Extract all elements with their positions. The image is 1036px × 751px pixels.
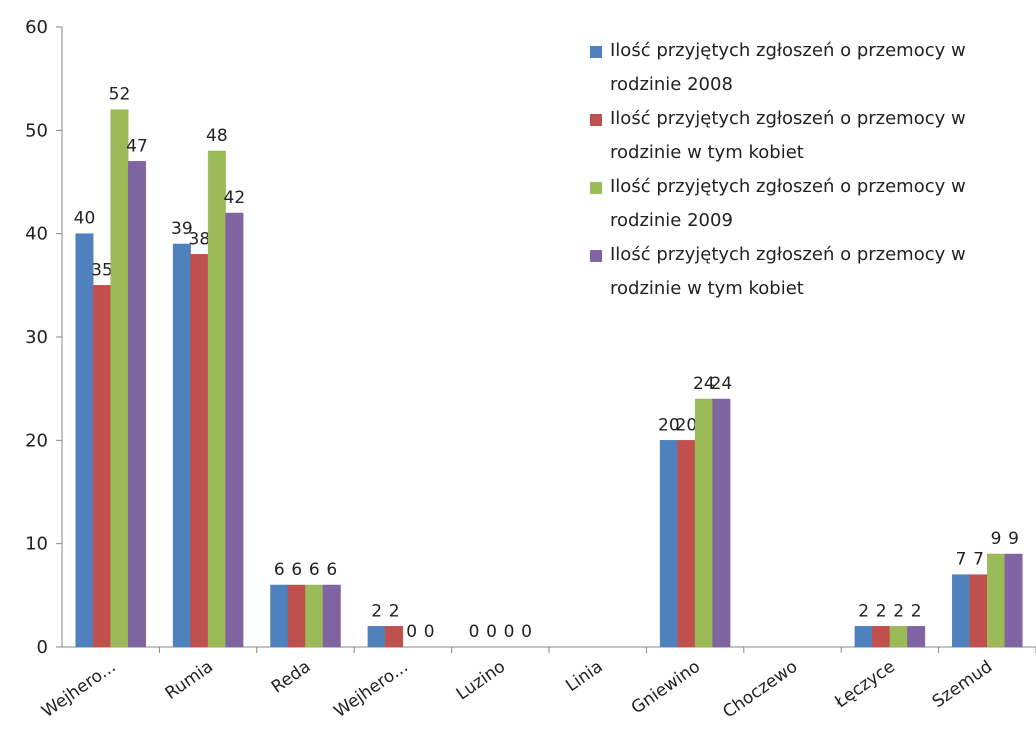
y-tick-label: 0 <box>37 637 48 658</box>
x-tick-label: Choczewo <box>719 657 801 723</box>
x-tick-label: Rumia <box>162 657 217 704</box>
bar <box>270 584 289 648</box>
bar <box>889 626 908 648</box>
bar <box>225 212 244 648</box>
x-tick-label: Szemud <box>929 657 996 713</box>
data-label: 6 <box>326 560 337 580</box>
y-tick-label: 40 <box>25 224 48 245</box>
x-tick-label: Łęczyce <box>831 657 899 713</box>
bar <box>172 243 191 648</box>
legend-swatch <box>590 114 602 126</box>
data-label: 0 <box>424 622 435 642</box>
data-label: 0 <box>406 622 417 642</box>
data-label: 42 <box>224 188 246 208</box>
data-label: 24 <box>711 374 733 394</box>
data-label: 6 <box>309 560 320 580</box>
data-label: 52 <box>109 85 131 105</box>
data-label: 2 <box>911 601 922 621</box>
legend-item: Ilość przyjętych zgłoszeń o przemocy w r… <box>588 34 1028 102</box>
bar <box>385 626 404 648</box>
x-tick-label: Reda <box>268 657 314 698</box>
data-label: 2 <box>371 601 382 621</box>
data-label: 6 <box>291 560 302 580</box>
data-label: 2 <box>893 601 904 621</box>
data-label: 0 <box>486 622 497 642</box>
data-label: 2 <box>876 601 887 621</box>
y-tick-label: 50 <box>25 120 48 141</box>
bar <box>1004 553 1023 648</box>
bar <box>952 574 971 648</box>
bar <box>127 161 146 648</box>
x-tick-label: Wejhero... <box>331 657 412 722</box>
data-label: 7 <box>973 550 984 570</box>
data-label: 9 <box>991 529 1002 549</box>
bar <box>287 584 306 648</box>
bar <box>854 626 873 648</box>
legend-label: Ilość przyjętych zgłoszeń o przemocy w r… <box>610 176 966 231</box>
data-label: 48 <box>206 126 228 146</box>
x-tick-label: Wejhero... <box>38 657 119 722</box>
legend-label: Ilość przyjętych zgłoszeń o przemocy w r… <box>610 108 966 163</box>
bar <box>694 398 713 648</box>
data-label: 24 <box>693 374 715 394</box>
data-label: 20 <box>676 415 698 435</box>
bar <box>75 233 94 648</box>
legend-swatch <box>590 250 602 262</box>
data-label: 0 <box>469 622 480 642</box>
data-label: 7 <box>956 550 967 570</box>
x-tick-label: Luzino <box>453 657 509 705</box>
y-tick-label: 60 <box>25 17 48 38</box>
bar <box>677 440 696 648</box>
x-tick-label: Linia <box>562 657 606 696</box>
y-tick-label: 30 <box>25 327 48 348</box>
bar <box>907 626 926 648</box>
bar <box>987 553 1006 648</box>
bar <box>322 584 341 648</box>
bar <box>712 398 731 648</box>
data-label: 0 <box>521 622 532 642</box>
bar <box>872 626 891 648</box>
data-label: 9 <box>1008 529 1019 549</box>
y-tick-label: 10 <box>25 534 48 555</box>
x-tick-label: Gniewino <box>628 657 704 719</box>
legend-item: Ilość przyjętych zgłoszeń o przemocy w r… <box>588 170 1028 238</box>
legend-label: Ilość przyjętych zgłoszeń o przemocy w r… <box>610 244 966 299</box>
data-label: 2 <box>389 601 400 621</box>
legend-item: Ilość przyjętych zgłoszeń o przemocy w r… <box>588 102 1028 170</box>
y-tick-label: 20 <box>25 430 48 451</box>
data-label: 6 <box>274 560 285 580</box>
bar <box>659 440 678 648</box>
data-label: 40 <box>74 209 96 229</box>
bar <box>969 574 988 648</box>
legend-item: Ilość przyjętych zgłoszeń o przemocy w r… <box>588 238 1028 306</box>
data-label: 39 <box>171 219 193 239</box>
data-label: 0 <box>504 622 515 642</box>
data-label: 35 <box>91 260 113 280</box>
bar <box>92 285 111 648</box>
bar <box>110 109 129 648</box>
legend-swatch <box>590 46 602 58</box>
data-label: 47 <box>126 136 148 156</box>
legend-swatch <box>590 182 602 194</box>
bar <box>305 584 324 648</box>
bar <box>190 254 209 648</box>
legend: Ilość przyjętych zgłoszeń o przemocy w r… <box>588 34 1028 306</box>
legend-label: Ilość przyjętych zgłoszeń o przemocy w r… <box>610 40 966 95</box>
data-label: 2 <box>858 601 869 621</box>
bar <box>207 150 226 648</box>
data-label: 20 <box>658 415 680 435</box>
data-label: 38 <box>189 229 211 249</box>
bar <box>367 626 386 648</box>
